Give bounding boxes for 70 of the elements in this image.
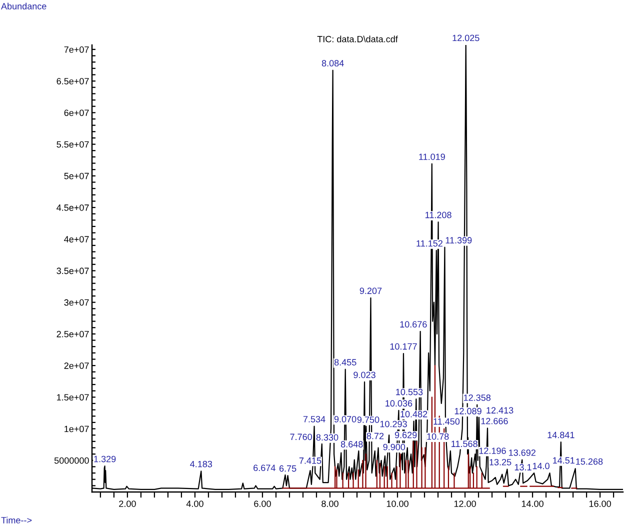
- y-tick-label: 4.5e+07: [56, 204, 89, 211]
- annotation: 6.75: [279, 465, 296, 472]
- annotation: 10.293: [380, 420, 407, 428]
- annotation: 10.553: [396, 388, 423, 396]
- y-tick-label: 5.5e+07: [56, 141, 89, 148]
- annotation: 8.72: [366, 432, 384, 440]
- annotation: 12.025: [452, 34, 480, 42]
- x-tick-label: 10.00: [386, 500, 408, 507]
- annotation: 10.482: [400, 410, 428, 418]
- annotation: 9.207: [360, 288, 382, 294]
- annotation: 11.208: [425, 212, 452, 218]
- annotation: 12.089: [454, 408, 482, 414]
- annotation: 12.196: [479, 448, 506, 454]
- y-tick-label: 1e+07: [64, 426, 89, 432]
- annotation: 1.329: [94, 456, 116, 462]
- annotation: 9.023: [354, 372, 376, 378]
- annotation: 10.177: [390, 343, 417, 350]
- x-tick-label: 4.00: [186, 500, 204, 507]
- annotation: 12.413: [486, 407, 514, 414]
- annotation: 11.568: [452, 440, 478, 448]
- y-tick-label: 6.5e+07: [56, 78, 89, 84]
- annotation: 12.358: [464, 394, 491, 401]
- annotation: 9.750: [357, 416, 380, 423]
- y-tick-label: 5e+07: [64, 172, 89, 180]
- annotation: 14.841: [548, 432, 574, 438]
- annotation: 10.036: [386, 400, 412, 407]
- x-tick-label: 12.00: [454, 500, 476, 507]
- chart-title: TIC: data.D\data.cdf: [317, 36, 398, 42]
- y-tick-label: 7e+07: [64, 46, 89, 53]
- x-tick-label: 14.00: [522, 500, 544, 507]
- y-tick-label: 4e+07: [64, 236, 89, 242]
- annotation: 10.78: [427, 433, 449, 440]
- annotation: 4.183: [190, 460, 212, 468]
- annotation: 8.084: [322, 60, 344, 66]
- x-axis-title: Time-->: [1, 516, 32, 524]
- annotation: 9.900: [383, 444, 406, 450]
- x-tick-label: 8.00: [322, 500, 338, 507]
- y-tick-label: 2.5e+07: [56, 330, 89, 338]
- annotation: 11.019: [419, 154, 445, 160]
- annotation: 11.450: [434, 418, 460, 425]
- annotation: 11.399: [446, 237, 472, 244]
- annotation: 9.070: [334, 416, 356, 422]
- annotation: 14.0: [532, 462, 550, 470]
- annotation: 9.629: [394, 432, 417, 438]
- y-tick-label: 3.5e+07: [56, 268, 89, 274]
- annotation: 10.676: [400, 321, 427, 328]
- x-tick-label: 6.00: [254, 500, 271, 507]
- annotation: 12.666: [481, 418, 508, 424]
- annotation: 6.674: [254, 464, 276, 472]
- y-axis-title: Abundance: [1, 2, 46, 10]
- annotation: 11.152: [416, 240, 442, 247]
- annotation: 8.330: [316, 434, 338, 441]
- x-tick-label: 2.00: [119, 500, 136, 507]
- annotation: 7.760: [290, 434, 312, 440]
- annotation: 15.268: [576, 458, 603, 465]
- annotation: 13.25: [490, 458, 512, 466]
- annotation: 7.534: [303, 416, 326, 422]
- annotation: 13.692: [509, 449, 536, 456]
- y-tick-label: 6e+07: [64, 110, 89, 116]
- annotation: 13.1: [514, 464, 532, 470]
- y-tick-label: 5000000: [54, 457, 89, 464]
- annotation: 7.415: [299, 458, 322, 464]
- annotation: 8.455: [334, 359, 356, 366]
- annotation: 8.648: [340, 441, 363, 448]
- x-tick-label: 16.00: [589, 500, 611, 507]
- y-tick-label: 1.5e+07: [57, 394, 89, 401]
- y-tick-label: 3e+07: [64, 299, 89, 306]
- line-series: [92, 45, 623, 490]
- y-tick-label: 2e+07: [64, 362, 89, 369]
- annotation: 14.51: [553, 457, 574, 464]
